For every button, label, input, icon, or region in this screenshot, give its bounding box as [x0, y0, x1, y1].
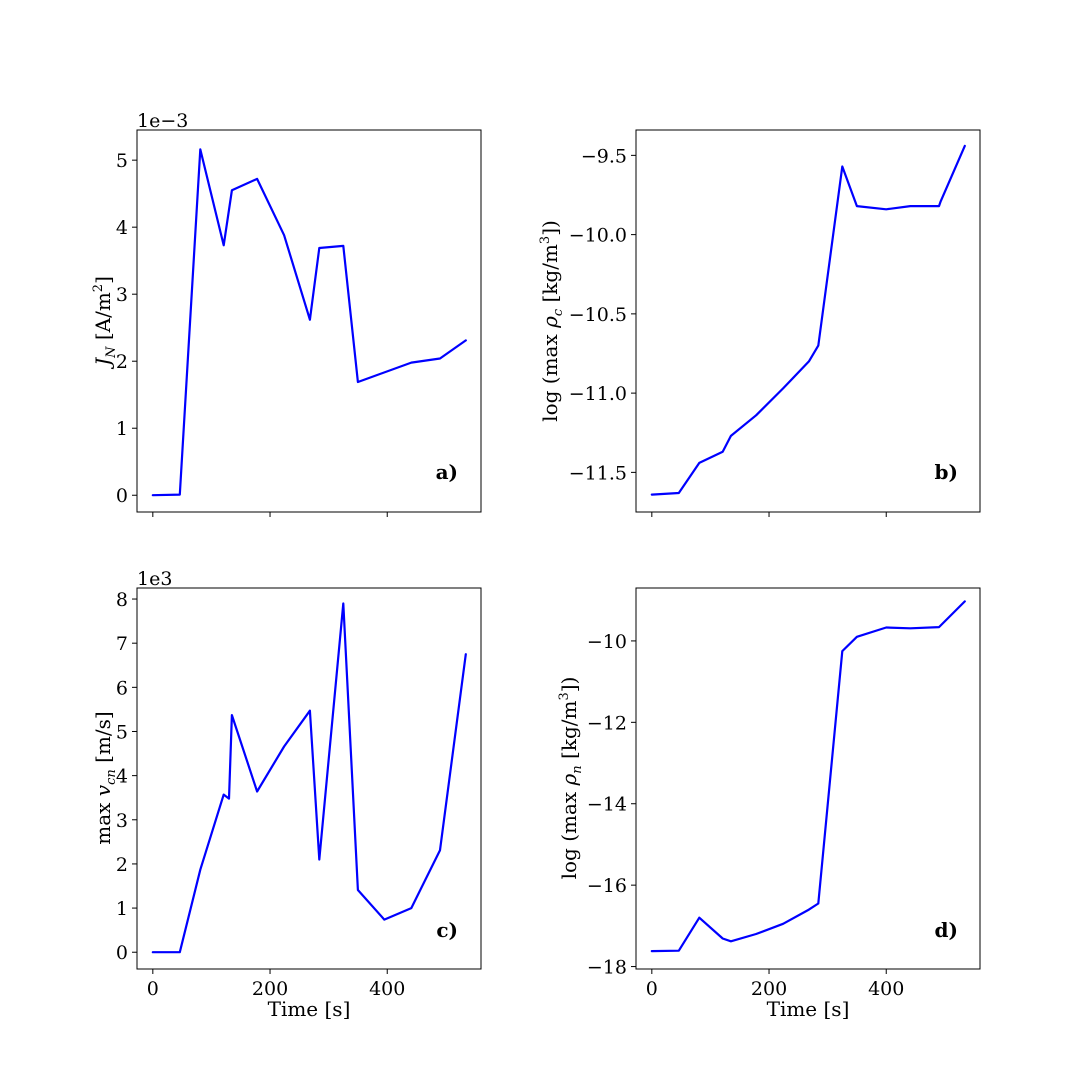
panel-a-content: 0 1 2 3 4 5: [116, 129, 482, 517]
panel-d-ytick-label: −18: [587, 957, 627, 979]
panel-b: −11.5 −11.0 −10.5 −10.0 −9.5 b) log (max ρc …: [538, 129, 981, 517]
panel-d-ytick-label: −10: [587, 631, 627, 653]
panel-d-content: 0 200 400 −18 −16 −14 −12 −10: [587, 587, 981, 1000]
panel-b-frame: [635, 129, 981, 513]
panel-a-ytick-label: 2: [116, 351, 128, 373]
panel-c-ylabel: max vcn [m/s]: [91, 711, 119, 844]
panel-c-xtick-label: 400: [369, 978, 405, 1000]
panel-c-ytick-label: 4: [116, 766, 128, 788]
panel-a-ytick-label: 4: [116, 217, 128, 239]
panel-c-frame: [136, 587, 482, 970]
panel-b-ytick-label: −11.0: [569, 383, 627, 405]
panel-d-xlabel: Time [s]: [767, 997, 850, 1021]
panel-c-offset-label: 1e3: [137, 568, 172, 590]
panel-c-ytick-label: 6: [116, 677, 128, 699]
panel-c-xtick-label: 0: [147, 978, 159, 1000]
panel-c: 0 200 400 0 1 2 3 4 5 6 7 8 1e3 c) max vcn [m/s] Ti…: [91, 568, 482, 1021]
panel-d-tag: d): [935, 918, 958, 942]
panel-a-series-line: [151, 148, 467, 497]
panel-c-content: 0 200 400 0 1 2 3 4 5 6 7 8: [116, 587, 482, 1000]
panel-d-ytick-label: −12: [587, 712, 627, 734]
panel-d-xtick-label: 400: [868, 978, 904, 1000]
panel-a-ytick-label: 5: [116, 150, 128, 172]
panel-b-ylabel: log (max ρc [kg/m3]): [538, 220, 566, 422]
panel-c-series-line: [151, 602, 467, 954]
panel-c-ytick-label: 1: [116, 898, 128, 920]
panel-b-ytick-label: −10.0: [569, 225, 627, 247]
panel-a-tag: a): [436, 460, 458, 484]
panel-c-ytick-label: 5: [116, 721, 128, 743]
panel-d-ytick-label: −14: [587, 794, 627, 816]
panel-b-ytick-label: −11.5: [569, 462, 627, 484]
panel-c-ytick-label: 0: [116, 942, 128, 964]
panel-b-ytick-label: −10.5: [569, 304, 627, 326]
panel-c-xtick-label: 200: [252, 978, 288, 1000]
panel-a-ytick-label: 0: [116, 485, 128, 507]
panel-d: 0 200 400 −18 −16 −14 −12 −10 d) log (max ρn [k…: [557, 587, 981, 1021]
panel-d-frame: [635, 587, 981, 970]
panel-d-ylabel: log (max ρn [kg/m3]): [557, 677, 585, 880]
panel-a: 0 1 2 3 4 5 1e−3 a) JN [A/m2]: [91, 110, 482, 517]
panel-b-ytick-label: −9.5: [581, 145, 627, 167]
panel-a-offset-label: 1e−3: [137, 110, 188, 132]
panel-d-xtick-label: 0: [646, 978, 658, 1000]
panel-a-ylabel: JN [A/m2]: [91, 276, 119, 370]
panel-b-content: −11.5 −11.0 −10.5 −10.0 −9.5: [569, 129, 981, 517]
panel-c-ytick-label: 8: [116, 589, 128, 611]
panel-d-series-line: [650, 600, 966, 953]
panel-a-ytick-label: 1: [116, 418, 128, 440]
panel-b-tag: b): [935, 460, 958, 484]
panel-c-ytick-label: 3: [116, 810, 128, 832]
panel-c-ytick-label: 7: [116, 633, 128, 655]
panel-b-series-line: [650, 144, 966, 496]
panel-d-ytick-label: −16: [587, 875, 627, 897]
panel-c-tag: c): [436, 918, 458, 942]
panel-a-ytick-label: 3: [116, 284, 128, 306]
panel-c-ytick-label: 2: [116, 854, 128, 876]
panel-a-frame: [136, 129, 482, 513]
panel-d-xtick-label: 200: [751, 978, 787, 1000]
panel-c-xlabel: Time [s]: [268, 997, 351, 1021]
